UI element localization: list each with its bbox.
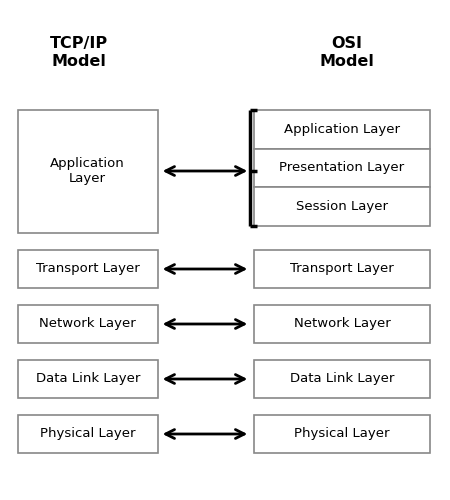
FancyBboxPatch shape bbox=[254, 187, 430, 226]
Text: Transport Layer: Transport Layer bbox=[36, 262, 140, 275]
FancyBboxPatch shape bbox=[254, 148, 430, 187]
FancyBboxPatch shape bbox=[254, 305, 430, 343]
FancyBboxPatch shape bbox=[18, 250, 158, 288]
FancyBboxPatch shape bbox=[254, 110, 430, 148]
Text: Transport Layer: Transport Layer bbox=[290, 262, 394, 275]
FancyBboxPatch shape bbox=[18, 305, 158, 343]
Text: Physical Layer: Physical Layer bbox=[40, 427, 135, 440]
Text: Application Layer: Application Layer bbox=[284, 123, 400, 136]
Text: Data Link Layer: Data Link Layer bbox=[36, 372, 140, 385]
FancyBboxPatch shape bbox=[254, 250, 430, 288]
Text: Application
Layer: Application Layer bbox=[50, 157, 125, 185]
FancyBboxPatch shape bbox=[18, 360, 158, 398]
Text: Physical Layer: Physical Layer bbox=[294, 427, 390, 440]
Text: TCP/IP
Model: TCP/IP Model bbox=[50, 36, 108, 68]
FancyBboxPatch shape bbox=[254, 415, 430, 453]
FancyBboxPatch shape bbox=[18, 415, 158, 453]
FancyBboxPatch shape bbox=[254, 360, 430, 398]
Text: Data Link Layer: Data Link Layer bbox=[290, 372, 394, 385]
Text: Network Layer: Network Layer bbox=[293, 318, 391, 330]
Text: Session Layer: Session Layer bbox=[296, 200, 388, 213]
Text: OSI
Model: OSI Model bbox=[319, 36, 374, 68]
Text: Presentation Layer: Presentation Layer bbox=[279, 161, 405, 174]
FancyBboxPatch shape bbox=[18, 110, 158, 232]
Text: Network Layer: Network Layer bbox=[40, 318, 136, 330]
